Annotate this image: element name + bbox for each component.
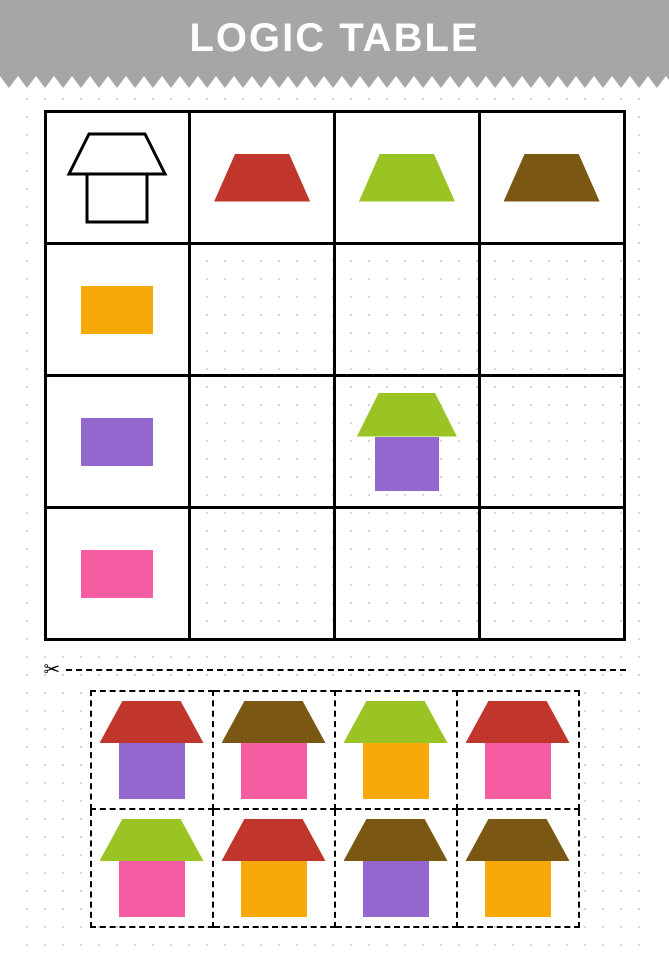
page-title: LOGIC TABLE bbox=[189, 16, 479, 61]
cell-r1c3[interactable] bbox=[479, 244, 624, 376]
cutout-grid bbox=[90, 690, 580, 928]
col-header-1 bbox=[190, 112, 335, 244]
cutout-piece[interactable] bbox=[91, 809, 213, 927]
cell-r2c3[interactable] bbox=[479, 376, 624, 508]
cutout-piece[interactable] bbox=[335, 691, 457, 809]
row-header-3 bbox=[45, 508, 190, 640]
rectangle-icon bbox=[81, 418, 153, 466]
cutout-piece[interactable] bbox=[335, 809, 457, 927]
cutout-piece[interactable] bbox=[213, 809, 335, 927]
rectangle-icon bbox=[81, 550, 153, 598]
house-icon bbox=[222, 701, 326, 799]
row-header-1 bbox=[45, 244, 190, 376]
cutout-piece[interactable] bbox=[457, 691, 579, 809]
row-1 bbox=[45, 244, 624, 376]
cell-r2c2[interactable] bbox=[335, 376, 480, 508]
cell-r1c2[interactable] bbox=[335, 244, 480, 376]
cell-r2c1[interactable] bbox=[190, 376, 335, 508]
cutout-piece[interactable] bbox=[457, 809, 579, 927]
cell-r3c1[interactable] bbox=[190, 508, 335, 640]
row-header-2 bbox=[45, 376, 190, 508]
cut-line: ✂ bbox=[44, 657, 626, 682]
house-icon bbox=[466, 701, 570, 799]
house-icon bbox=[100, 701, 204, 799]
cell-r1c1[interactable] bbox=[190, 244, 335, 376]
logic-grid bbox=[44, 110, 626, 641]
house-outline-icon bbox=[65, 130, 169, 226]
house-icon bbox=[100, 819, 204, 917]
scissors-icon: ✂ bbox=[44, 657, 61, 682]
rectangle-icon bbox=[81, 286, 153, 334]
trapezoid-icon bbox=[359, 154, 455, 202]
house-icon bbox=[357, 393, 457, 491]
cutout-piece[interactable] bbox=[91, 691, 213, 809]
house-icon bbox=[222, 819, 326, 917]
col-header-2 bbox=[335, 112, 480, 244]
house-icon bbox=[466, 819, 570, 917]
title-bar: LOGIC TABLE bbox=[0, 0, 669, 76]
zigzag-divider bbox=[0, 76, 669, 90]
cutout-piece[interactable] bbox=[213, 691, 335, 809]
row-3 bbox=[45, 508, 624, 640]
cutout-section: ✂ bbox=[44, 657, 626, 928]
row-2 bbox=[45, 376, 624, 508]
header-row bbox=[45, 112, 624, 244]
trapezoid-icon bbox=[214, 154, 310, 202]
house-icon bbox=[344, 701, 448, 799]
corner-cell bbox=[45, 112, 190, 244]
cell-r3c2[interactable] bbox=[335, 508, 480, 640]
house-icon bbox=[344, 819, 448, 917]
cell-r3c3[interactable] bbox=[479, 508, 624, 640]
col-header-3 bbox=[479, 112, 624, 244]
trapezoid-icon bbox=[504, 154, 600, 202]
